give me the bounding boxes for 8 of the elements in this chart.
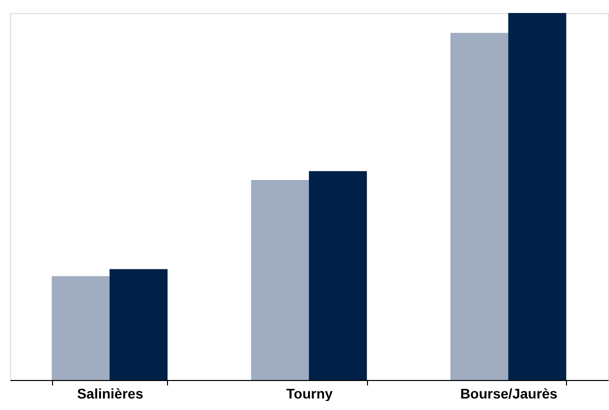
bar xyxy=(251,180,310,380)
x-tick-label: Bourse/Jaurès xyxy=(460,386,558,402)
bar xyxy=(308,171,367,380)
bar xyxy=(508,13,566,380)
bar xyxy=(450,32,508,380)
bar xyxy=(110,269,168,380)
x-tick-label: Salinières xyxy=(77,386,144,402)
bar xyxy=(52,276,110,380)
